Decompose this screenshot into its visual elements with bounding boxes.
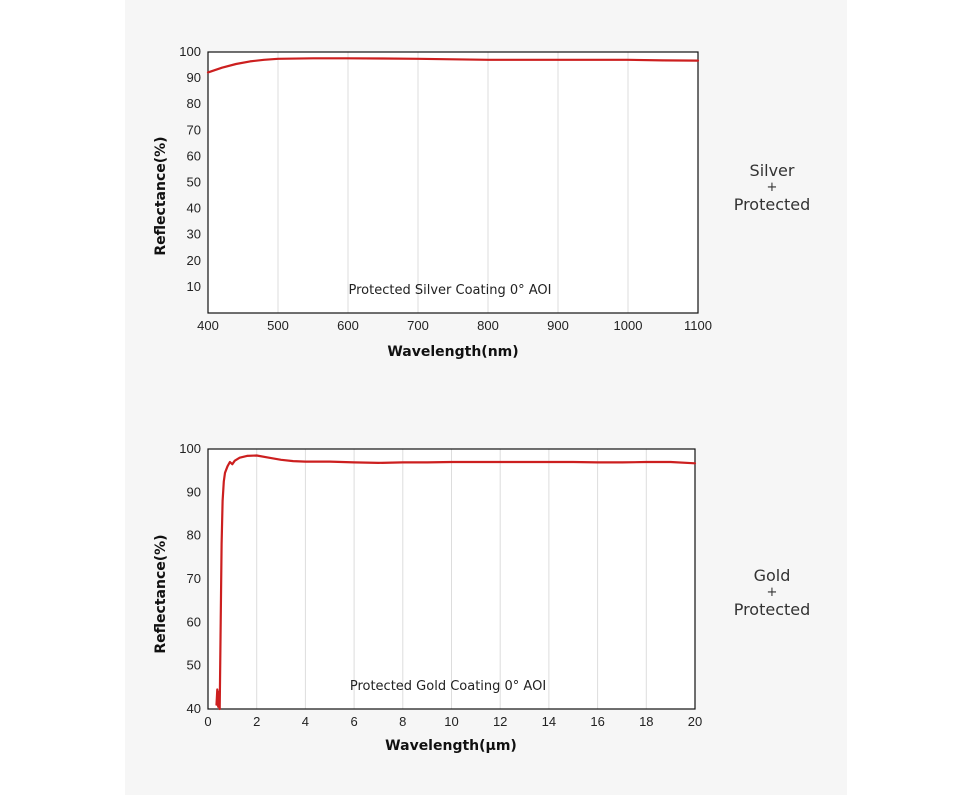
gold-x-tick-label: 10 xyxy=(444,714,458,729)
gold-x-tick-label: 8 xyxy=(399,714,406,729)
silver-y-tick-label: 100 xyxy=(179,44,201,59)
gold-series-line xyxy=(215,454,697,711)
silver-x-tick-label: 500 xyxy=(267,318,289,333)
gold-x-tick-label: 12 xyxy=(493,714,507,729)
silver-annotation: Protected Silver Coating 0° AOI xyxy=(349,283,552,298)
silver-y-tick-label: 40 xyxy=(187,201,201,216)
gold-y-tick-label: 40 xyxy=(187,701,201,716)
gold-x-tick-label: 4 xyxy=(302,714,309,729)
gold-annotation: Protected Gold Coating 0° AOI xyxy=(350,679,546,694)
gold-x-tick-label: 18 xyxy=(639,714,653,729)
gold-x-axis-title: Wavelength(μm) xyxy=(385,738,517,754)
silver-plot-frame xyxy=(207,51,699,314)
gold-x-tick-label: 16 xyxy=(590,714,604,729)
silver-x-tick-label: 1100 xyxy=(684,318,712,333)
gold-y-tick-label: 80 xyxy=(187,528,201,543)
silver-y-tick-label: 90 xyxy=(187,70,201,85)
gold-plot-frame xyxy=(207,448,696,710)
silver-y-tick-label: 60 xyxy=(187,148,201,163)
silver-label-plus: + xyxy=(766,180,778,195)
silver-label-line1: Silver xyxy=(749,161,795,180)
silver-chart: 10 20 30 40 50 60 70 80 90 100 400 500 600 700 800 900 1… xyxy=(153,44,712,360)
gold-label-line1: Gold xyxy=(753,566,791,585)
gold-y-tick-label: 100 xyxy=(179,441,201,456)
silver-y-axis-title: Reflectance(%) xyxy=(153,136,169,255)
gold-y-tick-label: 70 xyxy=(187,571,201,586)
gold-chart: 40 50 60 70 80 90 100 0 2 4 6 8 10 12 14 16 18 20 Waveleng… xyxy=(153,441,702,754)
silver-x-tick-label: 1000 xyxy=(614,318,643,333)
gold-y-tick-label: 50 xyxy=(187,658,201,673)
silver-label-line3: Protected xyxy=(733,195,811,214)
gold-y-tick-label: 90 xyxy=(187,484,201,499)
silver-x-tick-label: 900 xyxy=(547,318,569,333)
silver-protected-label: Silver + Protected xyxy=(702,161,842,214)
gold-y-axis-title: Reflectance(%) xyxy=(153,534,169,653)
silver-y-tick-label: 30 xyxy=(187,227,201,242)
silver-x-tick-label: 800 xyxy=(477,318,499,333)
silver-x-axis-title: Wavelength(nm) xyxy=(387,344,518,360)
silver-y-tick-label: 70 xyxy=(187,122,201,137)
gold-x-tick-label: 2 xyxy=(253,714,260,729)
gold-x-tick-label: 14 xyxy=(542,714,556,729)
silver-x-tick-label: 700 xyxy=(407,318,429,333)
silver-series-line xyxy=(206,57,700,74)
gold-x-tick-label: 20 xyxy=(688,714,702,729)
silver-y-tick-label: 80 xyxy=(187,96,201,111)
silver-plot-area xyxy=(208,52,698,313)
silver-x-tick-label: 600 xyxy=(337,318,359,333)
gold-x-tick-label: 0 xyxy=(204,714,211,729)
gold-protected-label: Gold + Protected xyxy=(702,566,842,619)
silver-x-tick-label: 400 xyxy=(197,318,219,333)
silver-y-tick-label: 20 xyxy=(187,253,201,268)
silver-y-tick-label: 50 xyxy=(187,175,201,190)
silver-y-tick-label: 10 xyxy=(187,279,201,294)
gold-x-tick-label: 6 xyxy=(350,714,357,729)
gold-y-tick-label: 60 xyxy=(187,614,201,629)
gold-label-plus: + xyxy=(766,585,778,600)
gold-label-line3: Protected xyxy=(733,600,811,619)
